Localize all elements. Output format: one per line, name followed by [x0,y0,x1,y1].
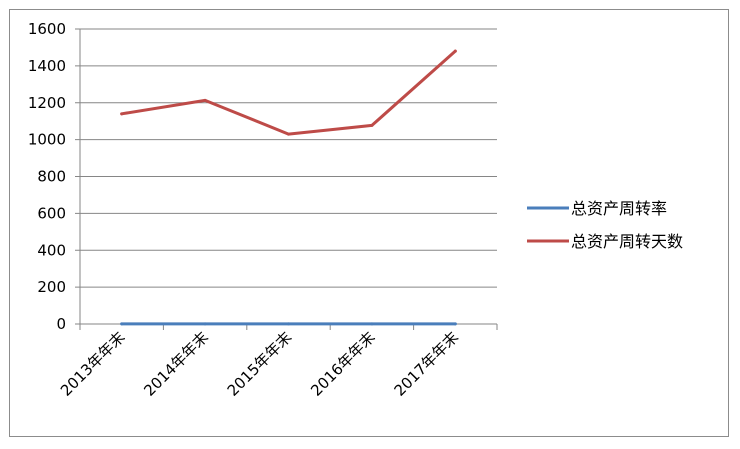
chart-frame [9,9,729,437]
legend-label: 总资产周转率 [571,199,667,218]
y-tick-label: 600 [37,204,66,222]
x-tick-label: 2015年年末 [224,328,296,400]
legend-label: 总资产周转天数 [571,232,683,251]
y-tick-label: 0 [56,315,66,333]
data-point [453,322,457,326]
data-point [120,112,124,116]
y-tick-label: 1000 [28,131,66,149]
y-tick-label: 200 [37,278,66,296]
x-tick-label: 2013年年末 [57,328,129,400]
data-point [287,132,290,136]
x-tick-label: 2017年年末 [391,328,463,400]
data-point [287,322,290,326]
x-tick-label: 2016年年末 [307,328,379,400]
data-point [370,322,374,326]
y-tick-label: 1400 [28,57,66,75]
x-tick-label: 2014年年末 [140,328,212,400]
y-tick-label: 400 [37,241,66,259]
y-tick-label: 1200 [28,94,66,112]
data-point [203,98,207,102]
data-point [203,322,207,326]
y-tick-label: 800 [37,168,66,186]
data-point [453,49,457,53]
series-line-2 [120,49,457,136]
data-point [370,123,374,127]
y-tick-label: 1600 [28,20,66,38]
data-point [120,322,124,326]
